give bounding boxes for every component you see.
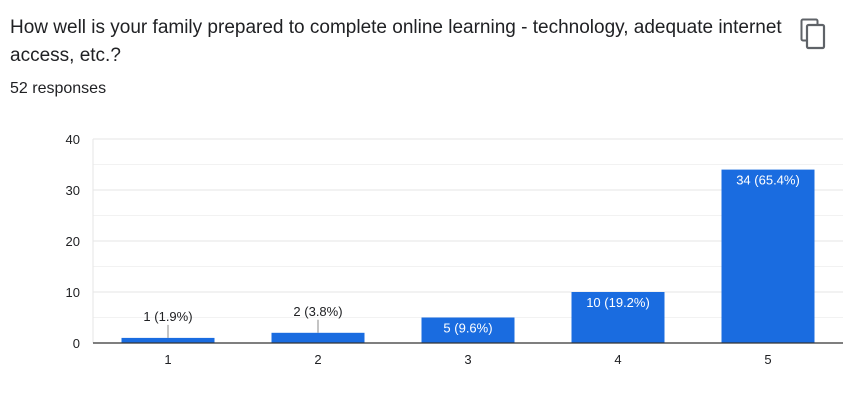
y-tick-label: 40 (66, 132, 80, 147)
bar (571, 292, 665, 343)
data-label: 10 (19.2%) (586, 295, 650, 310)
bar (271, 332, 365, 343)
data-label: 2 (3.8%) (293, 304, 342, 319)
question-title: How well is your family prepared to comp… (10, 17, 782, 66)
y-tick-label: 20 (66, 234, 80, 249)
y-tick-label: 10 (66, 285, 80, 300)
bar (421, 317, 515, 343)
x-tick-label: 4 (614, 352, 621, 367)
x-tick-label: 2 (314, 352, 321, 367)
y-tick-label: 30 (66, 183, 80, 198)
data-label: 5 (9.6%) (443, 321, 492, 336)
y-tick-label: 0 (73, 336, 80, 351)
response-count: 52 responses (10, 80, 107, 97)
bar (721, 169, 815, 343)
data-label: 34 (65.4%) (736, 173, 800, 188)
data-label: 1 (1.9%) (143, 309, 192, 324)
copy-icon (800, 18, 826, 50)
x-tick-label: 1 (164, 352, 171, 367)
copy-chart-button[interactable] (800, 18, 830, 50)
x-tick-label: 3 (464, 352, 471, 367)
x-tick-label: 5 (764, 352, 771, 367)
bar (121, 337, 215, 343)
